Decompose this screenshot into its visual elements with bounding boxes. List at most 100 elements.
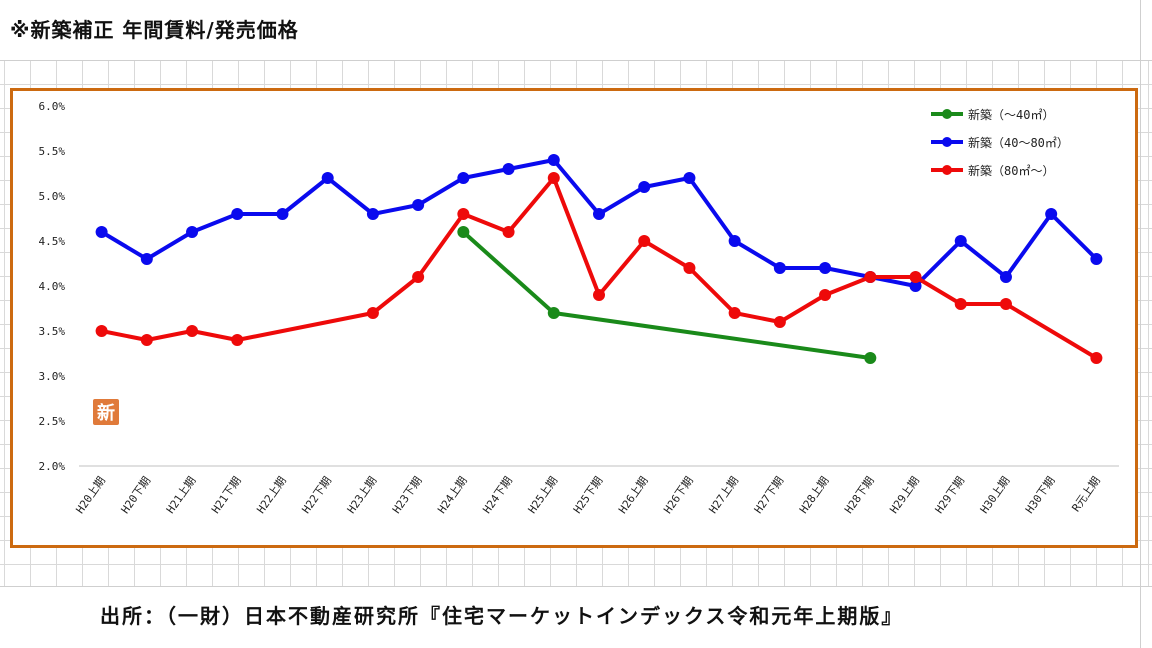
data-point [547,154,560,166]
page-title: ※新築補正 年間賃料/発売価格 [10,18,299,42]
data-point [502,226,515,238]
data-point [412,271,425,283]
x-tick-label: H21上期 [164,474,199,516]
y-tick-label: 4.5% [39,235,66,248]
legend-label: 新築（40～80㎡） [968,135,1069,150]
data-point [593,208,605,220]
data-point [864,352,877,364]
chart-frame: 2.0% 2.5% 3.0% 3.5% 4.0% 4.5% 5.0% 5.5% 6.0% H20… [10,88,1138,548]
data-point [999,298,1012,310]
data-point [1090,253,1103,265]
data-point [231,208,244,220]
x-tick-label: H26上期 [616,474,651,516]
data-point [683,172,696,184]
series-line [101,176,1098,360]
data-point [276,208,289,220]
data-point [954,298,967,310]
data-point [140,334,153,346]
x-tick-label: H30上期 [978,474,1013,516]
data-point [909,271,922,283]
legend-marker [942,165,952,175]
x-axis-ticks: H20上期 H20下期 H21上期 H21下期 H22上期 H22下期 H23上期 H23下期… [73,474,1102,516]
y-tick-label: 2.5% [39,415,66,428]
series-lines [95,154,1103,364]
x-tick-label: H24上期 [435,474,470,516]
grid-divider [0,60,1152,61]
data-point [819,262,832,274]
data-point [1045,208,1058,220]
legend-label: 新築（80㎡～） [968,163,1054,178]
data-point [366,307,379,319]
x-tick-label: H27下期 [752,474,787,516]
data-point [140,253,153,265]
legend-label: 新築（～40㎡） [968,107,1054,122]
data-point [773,262,786,274]
y-tick-label: 4.0% [39,280,66,293]
data-point [593,289,605,301]
x-tick-label: H30下期 [1023,474,1058,516]
x-tick-label: H24下期 [480,474,515,516]
data-point [999,271,1012,283]
data-point [864,271,877,283]
data-point [638,235,651,247]
data-point [954,235,967,247]
x-tick-label: H29下期 [933,474,968,516]
data-point [502,163,515,175]
legend-marker [942,109,952,119]
data-point [547,307,560,319]
x-tick-label: H21下期 [209,474,244,516]
legend-marker [942,137,952,147]
column-divider [1140,0,1141,648]
x-tick-label: H25下期 [571,474,606,516]
data-point [231,334,244,346]
y-tick-label: 3.0% [39,370,66,383]
data-point [819,289,832,301]
x-tick-label: H27上期 [706,474,741,516]
new-stamp-icon: 新 [93,399,119,425]
data-point [186,226,199,238]
data-point [728,307,741,319]
data-point [728,235,741,247]
y-tick-label: 6.0% [39,100,66,113]
data-point [547,172,560,184]
header-band [0,0,1152,60]
data-point [457,208,470,220]
chart-legend: 新築（～40㎡） 新築（40～80㎡） 新築（80㎡～） [931,107,1069,178]
data-point [638,181,651,193]
data-point [366,208,379,220]
series-line [100,158,1098,288]
data-point [95,226,108,238]
y-tick-label: 3.5% [39,325,66,338]
data-point [186,325,199,337]
data-point [457,172,470,184]
data-point [1090,352,1103,364]
x-tick-label: H20上期 [73,474,108,516]
y-tick-label: 5.0% [39,190,66,203]
data-point [683,262,696,274]
x-tick-label: H28上期 [797,474,832,516]
data-point [909,280,922,292]
x-tick-label: R元上期 [1069,474,1102,514]
line-chart: 2.0% 2.5% 3.0% 3.5% 4.0% 4.5% 5.0% 5.5% 6.0% H20… [39,100,1119,516]
source-citation: 出所：（一財）日本不動産研究所『住宅マーケットインデックス令和元年上期版』 [100,604,904,628]
data-point [95,325,108,337]
x-tick-label: H26下期 [661,474,696,516]
grid-divider [0,586,1152,587]
x-tick-label: H29上期 [887,474,922,516]
footer-band [0,586,1152,648]
x-tick-label: H25上期 [526,474,561,516]
data-point [457,226,470,238]
x-tick-label: H20下期 [119,474,154,516]
data-point [412,199,425,211]
y-tick-label: 5.5% [39,145,66,158]
series-line [462,230,871,360]
x-tick-label: H23下期 [390,474,425,516]
x-tick-label: H22下期 [299,474,334,516]
x-tick-label: H23上期 [345,474,380,516]
x-tick-label: H28下期 [842,474,877,516]
data-point [773,316,786,328]
data-point [321,172,334,184]
x-tick-label: H22上期 [254,474,289,516]
new-stamp-label: 新 [97,402,115,424]
y-axis-ticks: 2.0% 2.5% 3.0% 3.5% 4.0% 4.5% 5.0% 5.5% 6.0% [39,100,66,473]
